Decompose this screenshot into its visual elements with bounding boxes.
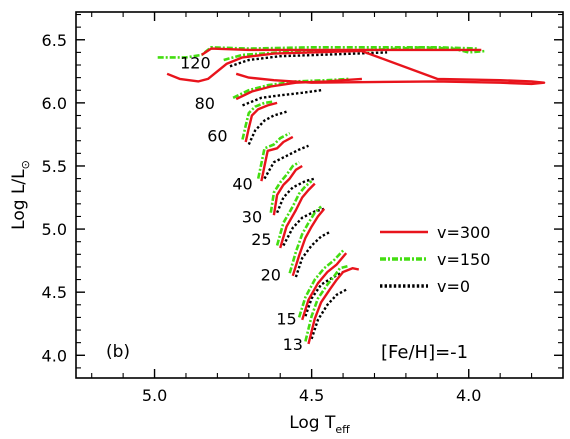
mass-label: 60 [207, 127, 227, 146]
x-tick-label: 5.0 [142, 386, 167, 405]
y-axis-label-sub: ⊙ [19, 160, 32, 169]
mass-label: 30 [242, 207, 262, 226]
track-v=300-7 [291, 208, 326, 277]
track-v=300-1 [201, 47, 482, 56]
track-v=0-3 [263, 144, 309, 180]
y-tick-label: 4.5 [42, 283, 67, 302]
track-v=0-0 [229, 51, 388, 68]
track-v=0-6 [294, 230, 332, 278]
y-axis-label: Log L/L⊙ [9, 160, 32, 230]
mass-label: 15 [276, 310, 296, 329]
mass-labels-layer: 120 80 60 40 30 25 20 15 13 [180, 53, 303, 353]
track-v=300-2 [235, 77, 362, 101]
x-axis-label-main: Log T [289, 413, 336, 433]
track-v=0-4 [275, 177, 316, 214]
mass-label: 120 [180, 53, 211, 72]
series-v=300 [166, 47, 546, 345]
track-v=150-1 [223, 46, 485, 62]
track-v=150-9 [304, 264, 350, 342]
track-v=150-8 [297, 249, 345, 318]
legend-label: v=0 [437, 277, 470, 296]
ticks-layer: 5.0 4.5 4.0 4.0 4.5 5.0 5.5 6.0 6.5 [42, 12, 563, 405]
series-v=150 [157, 46, 485, 342]
metallicity-annotation: [Fe/H]=-1 [381, 342, 468, 363]
track-v=0-8 [310, 288, 347, 340]
mass-label: 20 [261, 266, 281, 285]
track-v=300-4 [260, 135, 294, 182]
x-axis-label-sub: eff [335, 423, 350, 436]
track-v=150-6 [275, 180, 313, 246]
y-tick-label: 6.0 [42, 94, 67, 113]
x-tick-label: 4.0 [456, 386, 481, 405]
series-layer [157, 46, 546, 345]
y-tick-label: 5.0 [42, 220, 67, 239]
track-v=300-0 [166, 49, 546, 86]
y-axis-label-main: Log L/L [9, 169, 29, 230]
legend-label: v=300 [437, 223, 490, 242]
y-tick-label: 6.5 [42, 31, 67, 50]
y-tick-label: 5.5 [42, 157, 67, 176]
track-v=300-8 [301, 252, 348, 321]
x-tick-label: 4.5 [299, 386, 324, 405]
y-tick-label: 4.0 [42, 346, 67, 365]
track-v=300-5 [272, 164, 303, 216]
track-v=0-2 [247, 110, 287, 145]
mass-label: 80 [195, 94, 215, 113]
track-v=300-3 [244, 101, 278, 143]
legend: v=300 v=150 v=0 [380, 223, 490, 296]
panel-label: (b) [106, 342, 130, 362]
plot-frame [75, 11, 564, 379]
mass-label: 25 [251, 230, 271, 249]
track-v=150-4 [256, 132, 291, 179]
track-v=300-9 [307, 267, 360, 345]
mass-label: 13 [283, 335, 303, 354]
x-axis-label: Log Teff [289, 413, 350, 436]
track-v=0-1 [242, 89, 322, 107]
mass-label: 40 [232, 175, 252, 194]
legend-label: v=150 [437, 250, 490, 269]
track-v=300-6 [279, 182, 316, 249]
track-v=150-5 [269, 161, 300, 213]
series-v=0 [229, 51, 388, 340]
